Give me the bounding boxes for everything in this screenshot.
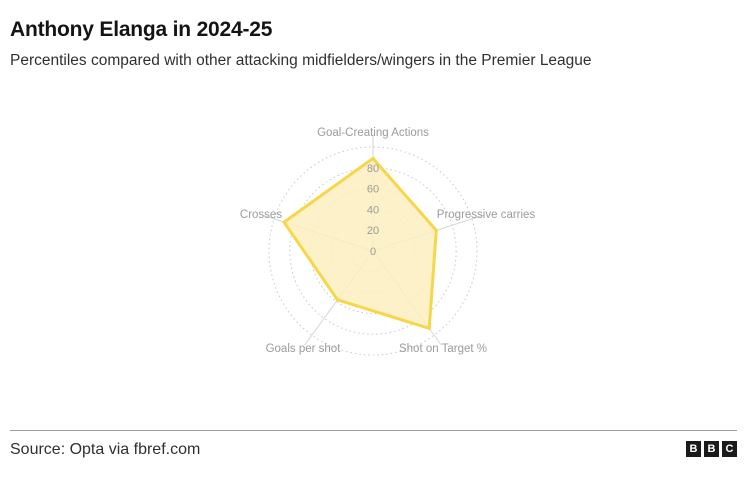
grid-circle: [268, 146, 478, 356]
chart-title: Anthony Elanga in 2024-25: [10, 18, 273, 41]
data-area: [281, 156, 438, 331]
footer-divider: [10, 430, 737, 431]
axis-label-layer: Goal-Creating Actions Progressive carries…: [240, 127, 536, 355]
r-tick-label: 60: [367, 184, 379, 196]
radar-chart: 0 20 40 60 80 Goal-Creating Actions Progressi…: [240, 127, 536, 356]
bbc-logo-letter: C: [722, 441, 737, 457]
bbc-logo-letter: B: [704, 441, 719, 457]
grid-circle: [289, 167, 457, 335]
axis-label: Goal-Creating Actions: [317, 127, 429, 139]
source-note: Source: Opta via fbref.com: [10, 441, 201, 458]
axis-label: Crosses: [240, 209, 282, 221]
r-tick-label: 0: [370, 246, 376, 258]
tick-layer: 0 20 40 60 80: [367, 163, 379, 258]
r-tick-label: 20: [367, 225, 379, 237]
axis-label: Shot on Target %: [399, 343, 487, 355]
bbc-logo-letter: B: [686, 441, 701, 457]
chart-subtitle: Percentiles compared with other attackin…: [10, 52, 592, 69]
r-tick-label: 40: [367, 204, 379, 216]
bbc-logo: B B C: [686, 441, 737, 457]
data-area-layer: [281, 156, 438, 331]
r-tick-label: 80: [367, 163, 379, 175]
axis-label: Progressive carries: [437, 209, 536, 221]
axis-label: Goals per shot: [266, 343, 342, 355]
